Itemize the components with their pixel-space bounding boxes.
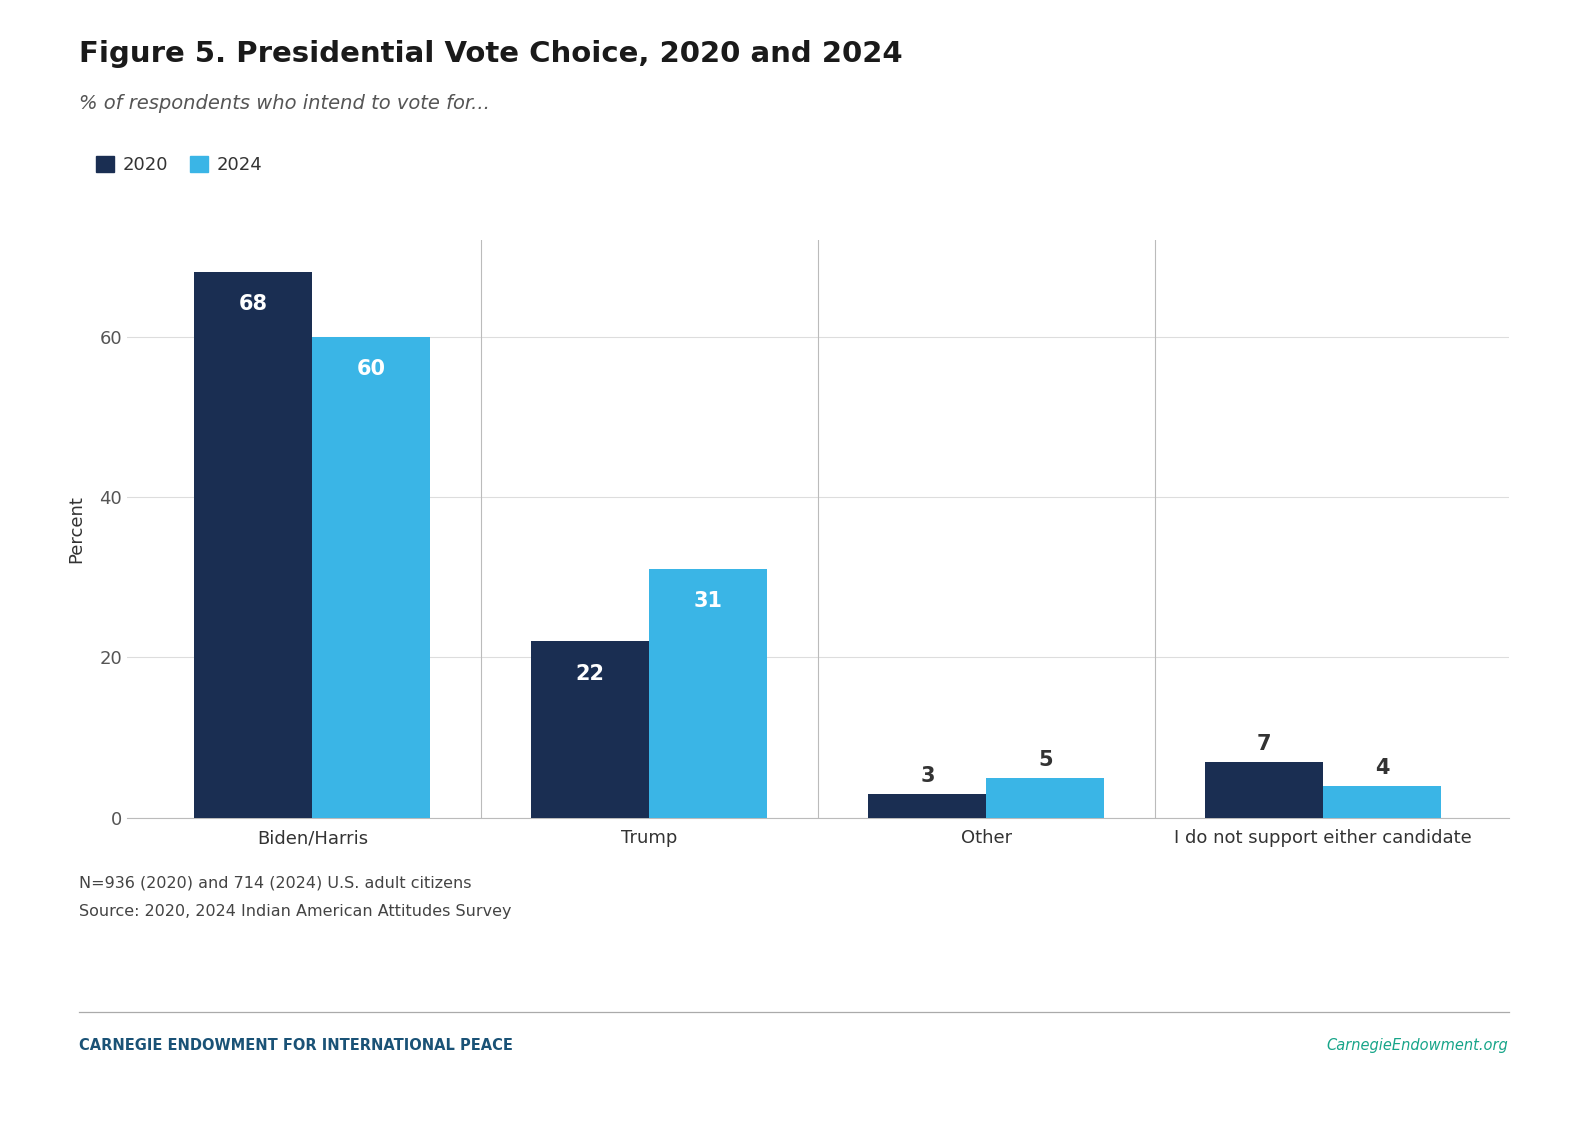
Text: N=936 (2020) and 714 (2024) U.S. adult citizens: N=936 (2020) and 714 (2024) U.S. adult c… bbox=[79, 875, 472, 890]
Bar bbox=[1323, 786, 1442, 818]
Text: CarnegieEndowment.org: CarnegieEndowment.org bbox=[1328, 1038, 1509, 1052]
Bar bbox=[1205, 762, 1323, 818]
Legend: 2020, 2024: 2020, 2024 bbox=[89, 149, 270, 181]
Text: 5: 5 bbox=[1039, 749, 1053, 770]
Y-axis label: Percent: Percent bbox=[68, 495, 86, 563]
Bar bbox=[194, 272, 313, 818]
Text: Figure 5. Presidential Vote Choice, 2020 and 2024: Figure 5. Presidential Vote Choice, 2020… bbox=[79, 40, 904, 67]
Text: 3: 3 bbox=[919, 765, 935, 786]
Bar bbox=[313, 336, 430, 818]
Text: Source: 2020, 2024 Indian American Attitudes Survey: Source: 2020, 2024 Indian American Attit… bbox=[79, 904, 511, 919]
Text: 60: 60 bbox=[357, 358, 386, 379]
Text: CARNEGIE ENDOWMENT FOR INTERNATIONAL PEACE: CARNEGIE ENDOWMENT FOR INTERNATIONAL PEA… bbox=[79, 1038, 513, 1052]
Text: 22: 22 bbox=[576, 664, 605, 683]
Text: 31: 31 bbox=[694, 591, 723, 611]
Text: 7: 7 bbox=[1258, 733, 1272, 754]
Bar bbox=[532, 642, 649, 818]
Bar bbox=[649, 570, 767, 818]
Bar bbox=[986, 778, 1104, 818]
Text: 68: 68 bbox=[238, 294, 268, 315]
Text: 4: 4 bbox=[1375, 757, 1390, 778]
Bar bbox=[869, 794, 986, 818]
Text: % of respondents who intend to vote for...: % of respondents who intend to vote for.… bbox=[79, 94, 491, 113]
